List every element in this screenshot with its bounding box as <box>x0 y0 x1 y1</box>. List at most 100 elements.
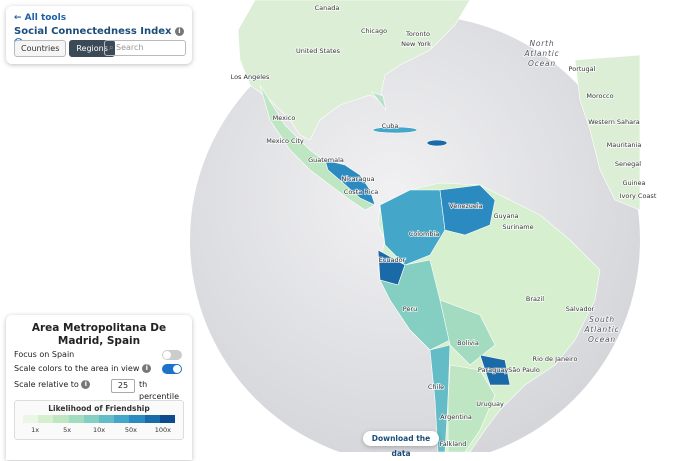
legend-swatch <box>129 415 145 423</box>
legend-swatch <box>159 415 176 423</box>
central-america <box>324 159 376 206</box>
legend-label: 5x <box>63 426 72 434</box>
paraguay <box>479 354 511 386</box>
option-row: Focus on Spain <box>14 349 182 361</box>
country-label: Guyana <box>493 212 518 220</box>
legend-swatch <box>23 415 39 423</box>
region-title: Area Metropolitana De Madrid, Spain <box>31 322 167 347</box>
legend-swatch <box>114 415 130 423</box>
country-label: Morocco <box>586 92 613 100</box>
country-label: Nicaragua <box>341 175 374 183</box>
country-label: Colombia <box>409 230 440 238</box>
ocean-label: Atlantic <box>523 49 559 58</box>
country-label: Chile <box>428 383 444 391</box>
search-box[interactable]: ⌕ Search <box>104 40 186 56</box>
hispaniola <box>426 139 448 147</box>
toggle-knob <box>173 365 181 373</box>
info-icon[interactable]: i <box>174 26 184 36</box>
country-label: Uruguay <box>476 400 504 408</box>
download-button[interactable]: Download the data <box>363 431 439 458</box>
tab[interactable]: Countries <box>14 40 67 57</box>
city-label: Los Angeles <box>231 73 270 81</box>
country-label: Suriname <box>502 223 533 231</box>
africa <box>574 54 641 211</box>
country-label: Senegal <box>615 160 641 168</box>
info-icon[interactable]: i <box>81 380 91 389</box>
country-label: Canada <box>315 4 340 12</box>
back-link[interactable]: ← All tools <box>14 13 67 23</box>
legend: Likelihood of Friendship 1x 5x 10x 50x 100x <box>14 400 184 440</box>
country-label: Peru <box>403 305 417 313</box>
tabs: Countries Regions <box>14 40 115 57</box>
legend-swatch <box>38 415 54 423</box>
tab[interactable]: Regions <box>69 40 115 57</box>
country-label: Cuba <box>382 122 399 130</box>
option-label: Focus on Spain <box>14 350 75 359</box>
scale-row: Scale relative to i 25 th percentile <box>14 379 182 401</box>
chile <box>429 344 451 452</box>
title-text: Social Connectedness Index <box>14 26 172 37</box>
country-label: Portugal <box>569 65 596 73</box>
legend-swatch <box>144 415 160 423</box>
ocean-label: South <box>589 315 615 324</box>
city-label: New York <box>401 40 431 48</box>
cuba <box>372 126 418 134</box>
search-placeholder: Search <box>116 43 144 52</box>
country-label: United States <box>296 47 341 55</box>
country-label: Mexico <box>273 114 296 122</box>
ocean-label: North <box>530 39 555 48</box>
country-label: Guatemala <box>308 156 344 164</box>
legend-swatch <box>68 415 84 423</box>
city-label: São Paulo <box>508 366 540 374</box>
country-label: Bolivia <box>457 339 479 347</box>
toggle-knob <box>163 351 171 359</box>
country-label: Argentina <box>440 413 472 421</box>
percentile-input[interactable]: 25 <box>111 379 135 393</box>
city-label: Rio de Janeiro <box>533 355 578 363</box>
country-label: Mauritania <box>607 141 642 149</box>
country-label: Ivory Coast <box>620 192 657 200</box>
scale-label: Scale relative to <box>14 380 79 389</box>
legend-swatch <box>99 415 115 423</box>
percentile-suffix: th percentile <box>139 380 180 401</box>
city-label: Chicago <box>361 27 387 35</box>
country-label: Venezuela <box>449 202 482 210</box>
tool-header: ← All tools Social Connectedness Index i… <box>6 6 192 64</box>
toggle[interactable] <box>162 364 182 374</box>
bolivia <box>439 299 496 366</box>
country-label: Brazil <box>526 295 544 303</box>
city-label: Toronto <box>405 30 430 38</box>
option-label: Scale colors to the area in view <box>14 364 140 373</box>
venezuela <box>439 184 496 236</box>
toggle[interactable] <box>162 350 182 360</box>
north-america <box>237 0 471 141</box>
city-label: Mexico City <box>266 137 304 145</box>
legend-swatch <box>53 415 69 423</box>
info-icon[interactable]: i <box>142 364 152 373</box>
country-label: Western Sahara <box>588 118 640 126</box>
legend-label: 1x <box>31 426 40 434</box>
option-row: Scale colors to the area in view i <box>14 363 182 375</box>
argentina <box>447 364 496 452</box>
settings-panel: Area Metropolitana De Madrid, Spain Scal… <box>6 315 192 460</box>
legend-swatches <box>23 415 176 423</box>
country-label: Costa Rica <box>344 188 378 196</box>
ocean-label: Ocean <box>528 59 556 68</box>
legend-swatch <box>83 415 100 423</box>
city-label: Salvador <box>566 305 595 313</box>
legend-label: 10x <box>92 426 106 434</box>
map-labels: Canada United States Mexico Cuba Guatemala Ni… <box>230 3 658 449</box>
country-label: Paraguay <box>478 366 508 374</box>
legend-label: 100x <box>154 426 171 434</box>
country-label: Falkland <box>440 440 467 448</box>
legend-labels: 1x 5x 10x 50x 100x <box>23 426 175 434</box>
land <box>237 0 641 452</box>
florida <box>371 91 387 111</box>
legend-title: Likelihood of Friendship <box>48 404 150 413</box>
ocean-label: Ocean <box>588 335 616 344</box>
country-label: Ecuador <box>379 256 406 264</box>
ocean-label: Atlantic <box>583 325 619 334</box>
colombia <box>379 189 446 266</box>
